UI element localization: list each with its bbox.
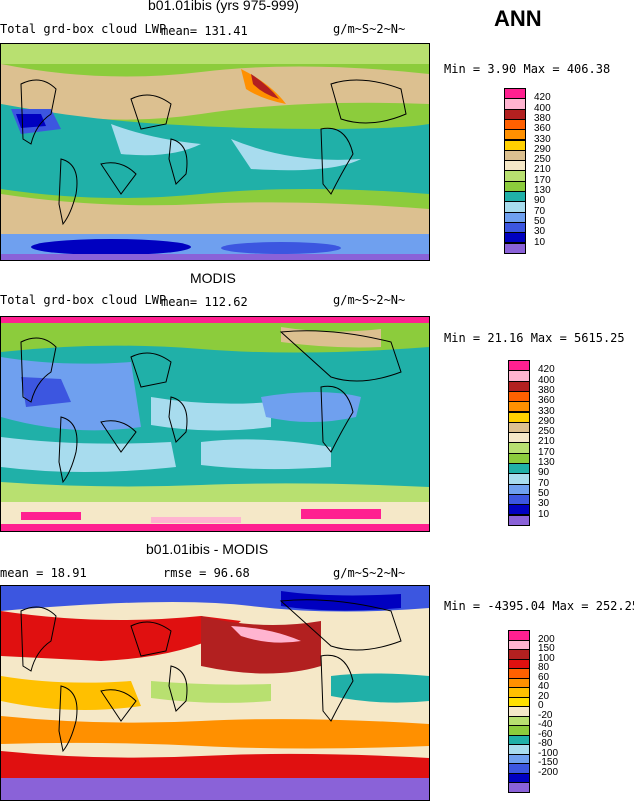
- colorbar-label: 250: [534, 154, 551, 166]
- colorbar-label: 70: [538, 477, 550, 489]
- colorbar-diff: 200 150 100 80 60 40 20 0 -20 -40 -60 -80 -100 -150 -2…: [508, 630, 568, 793]
- units-label-model: g/m~S~2~N~: [333, 22, 406, 36]
- colorbar-label: 10: [534, 236, 546, 248]
- colorbar-label: 50: [534, 215, 546, 227]
- units-label-diff: g/m~S~2~N~: [333, 566, 406, 580]
- colorbar-label: 30: [534, 226, 546, 238]
- panel-title-model: b01.01ibis (yrs 975-999): [148, 0, 299, 13]
- colorbar-label: 170: [534, 174, 551, 186]
- season-label: ANN: [494, 6, 542, 31]
- mean-label-model: mean= 131.41: [161, 24, 248, 38]
- colorbar-label: 210: [534, 164, 551, 176]
- colorbar-label: 90: [538, 467, 550, 479]
- colorbar-label: 360: [534, 123, 551, 135]
- colorbar-label: 290: [538, 415, 555, 427]
- colorbar-label: -80: [538, 738, 553, 749]
- colorbar-label: 0: [538, 700, 544, 711]
- colorbar-label: 50: [538, 487, 550, 499]
- mean-label-obs: mean= 112.62: [161, 295, 248, 309]
- colorbar-label: -40: [538, 719, 553, 730]
- colorbar-label: 250: [538, 426, 555, 438]
- colorbar-label: 330: [538, 405, 555, 417]
- map-model: [0, 43, 430, 261]
- minmax-label-diff: Min = -4395.04 Max = 252.25: [444, 599, 634, 613]
- colorbar-label: 290: [534, 143, 551, 155]
- colorbar-label: 150: [538, 643, 555, 654]
- colorbar-label: 420: [538, 364, 555, 376]
- colorbar-label: 30: [538, 498, 550, 510]
- colorbar-label: 210: [538, 436, 555, 448]
- colorbar-label: 380: [534, 112, 551, 124]
- colorbar-label: 90: [534, 195, 546, 207]
- colorbar-label: -20: [538, 709, 553, 721]
- colorbar-label: 60: [538, 671, 550, 683]
- colorbar-label: -200: [538, 766, 559, 778]
- colorbar-label: 170: [538, 446, 555, 458]
- colorbar-label: -150: [538, 757, 559, 768]
- colorbar-label: 360: [538, 395, 555, 407]
- colorbar-label: 400: [534, 102, 551, 114]
- rmse-label: rmse = 96.68: [163, 566, 250, 580]
- colorbar-swatch: [508, 782, 530, 793]
- panel-title-obs: MODIS: [190, 270, 236, 286]
- colorbar-label: 420: [534, 92, 551, 104]
- colorbar-label: 100: [538, 652, 555, 664]
- colorbar-label: 400: [538, 374, 555, 386]
- colorbar-label: 10: [538, 508, 550, 520]
- colorbar-label: 80: [538, 662, 550, 673]
- variable-label-obs: Total grd-box cloud LWP: [0, 293, 167, 307]
- panel-title-diff: b01.01ibis - MODIS: [146, 541, 269, 557]
- units-label-obs: g/m~S~2~N~: [333, 293, 406, 307]
- colorbar-label: 40: [538, 681, 550, 692]
- colorbar-label: 130: [534, 185, 551, 196]
- diff-mean-label: mean = 18.91: [0, 566, 87, 580]
- colorbar-model: 420 400 380 360 330 290 250 210 170 130 90 70 50 30 10: [504, 88, 564, 254]
- colorbar-swatch: [508, 514, 530, 526]
- colorbar-obs: 420 400 380 360 330 290 250 210 170 130 90 70 50 30 10: [508, 360, 568, 526]
- colorbar-label: -100: [538, 747, 559, 759]
- colorbar-label: 20: [538, 690, 550, 702]
- minmax-label-obs: Min = 21.16 Max = 5615.25: [444, 331, 625, 345]
- map-diff: [0, 585, 430, 801]
- map-obs: [0, 316, 430, 532]
- colorbar-label: 380: [538, 384, 555, 396]
- colorbar-label: 200: [538, 633, 555, 645]
- colorbar-label: 70: [534, 205, 546, 217]
- colorbar-label: -60: [538, 728, 553, 740]
- colorbar-swatch: [504, 242, 526, 254]
- minmax-label-model: Min = 3.90 Max = 406.38: [444, 62, 611, 76]
- colorbar-label: 130: [538, 457, 555, 468]
- colorbar-label: 330: [534, 133, 551, 145]
- variable-label-model: Total grd-box cloud LWP: [0, 22, 167, 36]
